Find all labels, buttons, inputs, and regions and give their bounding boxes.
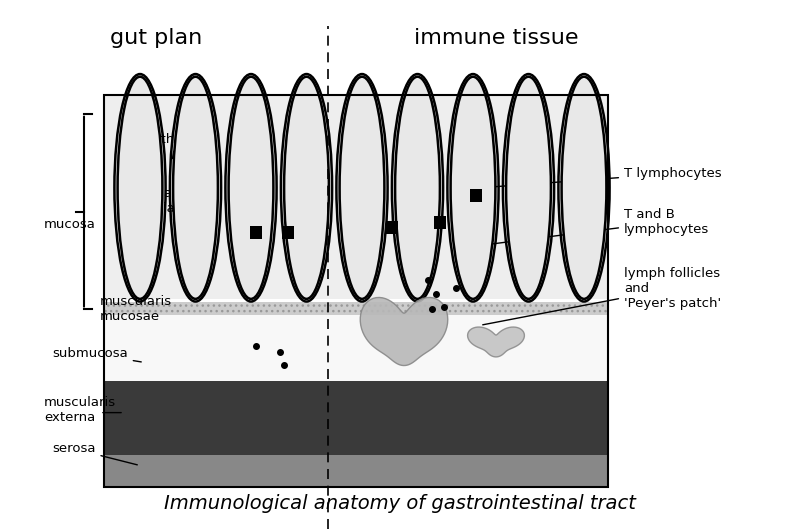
Bar bbox=[434, 216, 446, 229]
Bar bbox=[250, 226, 262, 239]
Bar bbox=[104, 302, 608, 315]
Bar bbox=[386, 221, 398, 234]
Text: immune tissue: immune tissue bbox=[414, 28, 578, 48]
Ellipse shape bbox=[450, 77, 495, 299]
Ellipse shape bbox=[395, 77, 440, 299]
Ellipse shape bbox=[173, 77, 218, 299]
Text: Immunological anatomy of gastrointestinal tract: Immunological anatomy of gastrointestina… bbox=[164, 494, 636, 513]
Ellipse shape bbox=[118, 77, 162, 299]
Ellipse shape bbox=[339, 77, 384, 299]
Text: lamina
propria: lamina propria bbox=[128, 187, 178, 223]
Text: submucosa: submucosa bbox=[52, 347, 142, 362]
Bar bbox=[104, 95, 608, 299]
Bar bbox=[104, 315, 608, 381]
Ellipse shape bbox=[229, 77, 274, 299]
Ellipse shape bbox=[284, 77, 329, 299]
Bar bbox=[104, 95, 608, 487]
Polygon shape bbox=[360, 297, 448, 366]
Ellipse shape bbox=[562, 77, 606, 299]
Text: T and B
lymphocytes: T and B lymphocytes bbox=[478, 208, 710, 245]
Bar bbox=[470, 189, 482, 202]
Bar bbox=[282, 226, 294, 239]
Text: lymph follicles
and
'Peyer's patch': lymph follicles and 'Peyer's patch' bbox=[482, 267, 721, 325]
Ellipse shape bbox=[506, 77, 551, 299]
Text: epithelium: epithelium bbox=[140, 133, 211, 159]
Text: T lymphocytes: T lymphocytes bbox=[482, 167, 722, 188]
Text: muscularis
externa: muscularis externa bbox=[44, 396, 116, 424]
Bar bbox=[104, 455, 608, 487]
Polygon shape bbox=[467, 327, 524, 357]
Text: muscularis
mucosae: muscularis mucosae bbox=[100, 296, 172, 323]
Text: gut plan: gut plan bbox=[110, 28, 202, 48]
Bar bbox=[104, 302, 608, 315]
Text: serosa: serosa bbox=[52, 442, 138, 465]
Text: mucosa: mucosa bbox=[44, 218, 96, 231]
Bar bbox=[104, 381, 608, 455]
